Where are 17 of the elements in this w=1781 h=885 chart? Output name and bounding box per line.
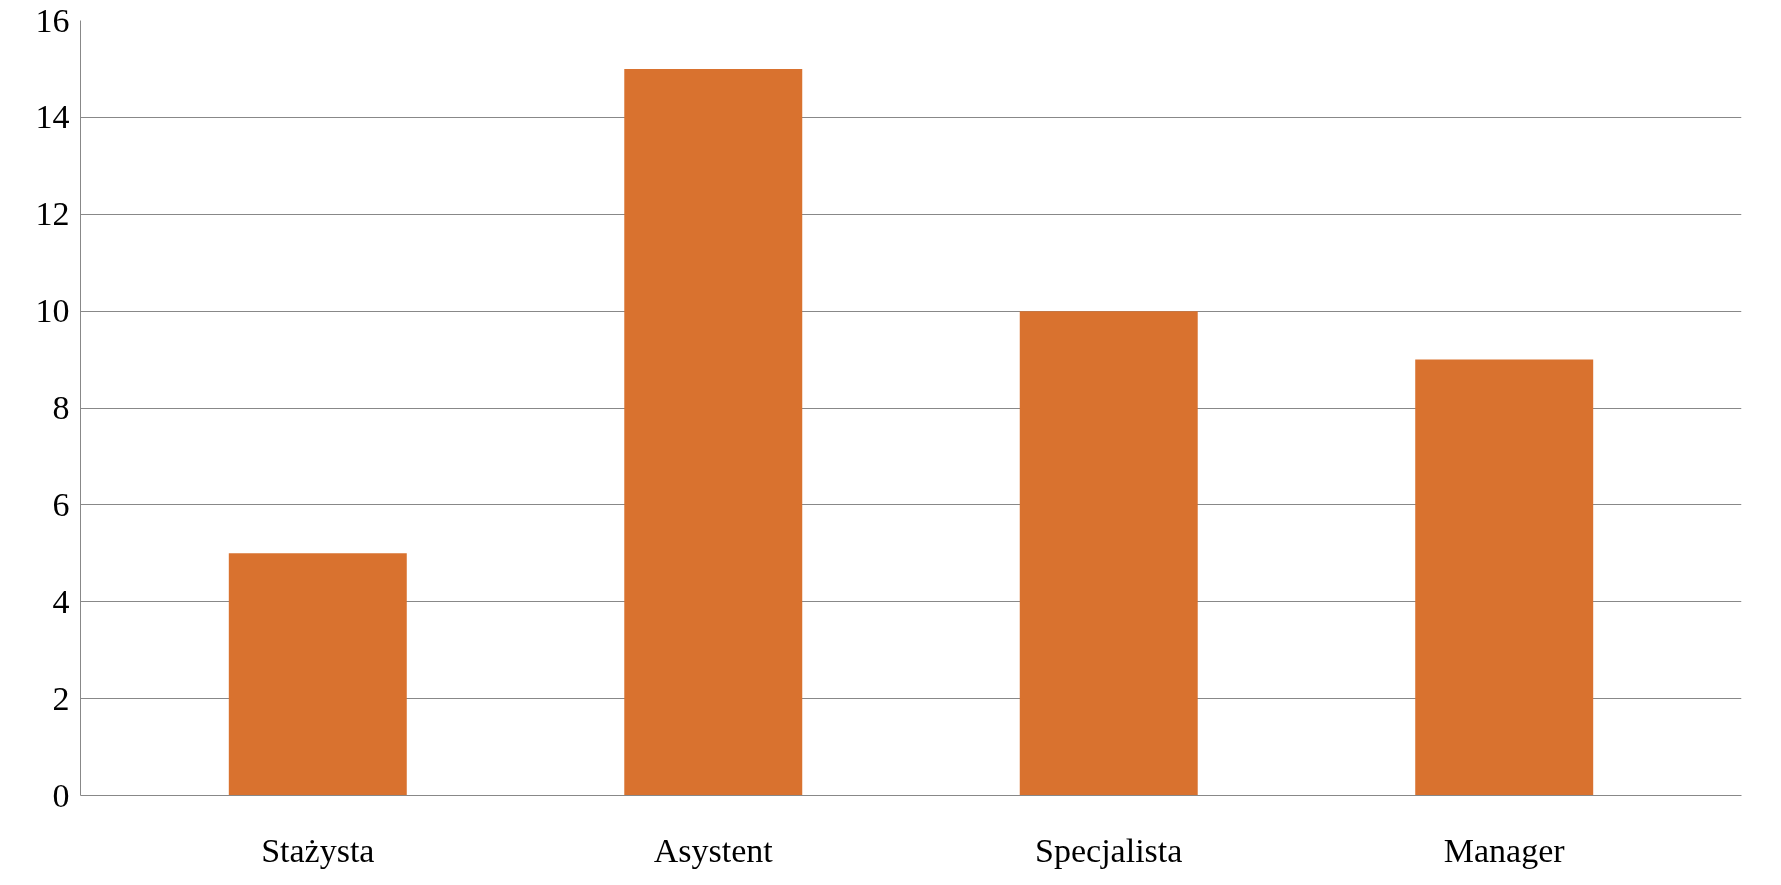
y-tick-label: 2: [52, 679, 70, 717]
x-tick-label: Stażysta: [261, 831, 375, 869]
y-tick-label: 16: [35, 1, 70, 39]
bar: [228, 553, 407, 796]
bar: [1019, 311, 1198, 796]
bar: [1415, 359, 1594, 796]
y-tick-label: 6: [52, 485, 70, 523]
y-tick-label: 12: [35, 195, 70, 233]
y-tick-label: 14: [35, 98, 70, 136]
x-tick-label: Asystent: [653, 831, 774, 869]
y-tick-label: 0: [52, 776, 70, 814]
y-tick-label: 8: [52, 389, 70, 426]
y-tick-label: 4: [52, 582, 70, 620]
x-tick-label: Specjalista: [1035, 831, 1183, 869]
y-tick-label: 10: [35, 292, 70, 330]
x-tick-label: Manager: [1443, 831, 1566, 869]
bar: [624, 68, 803, 796]
